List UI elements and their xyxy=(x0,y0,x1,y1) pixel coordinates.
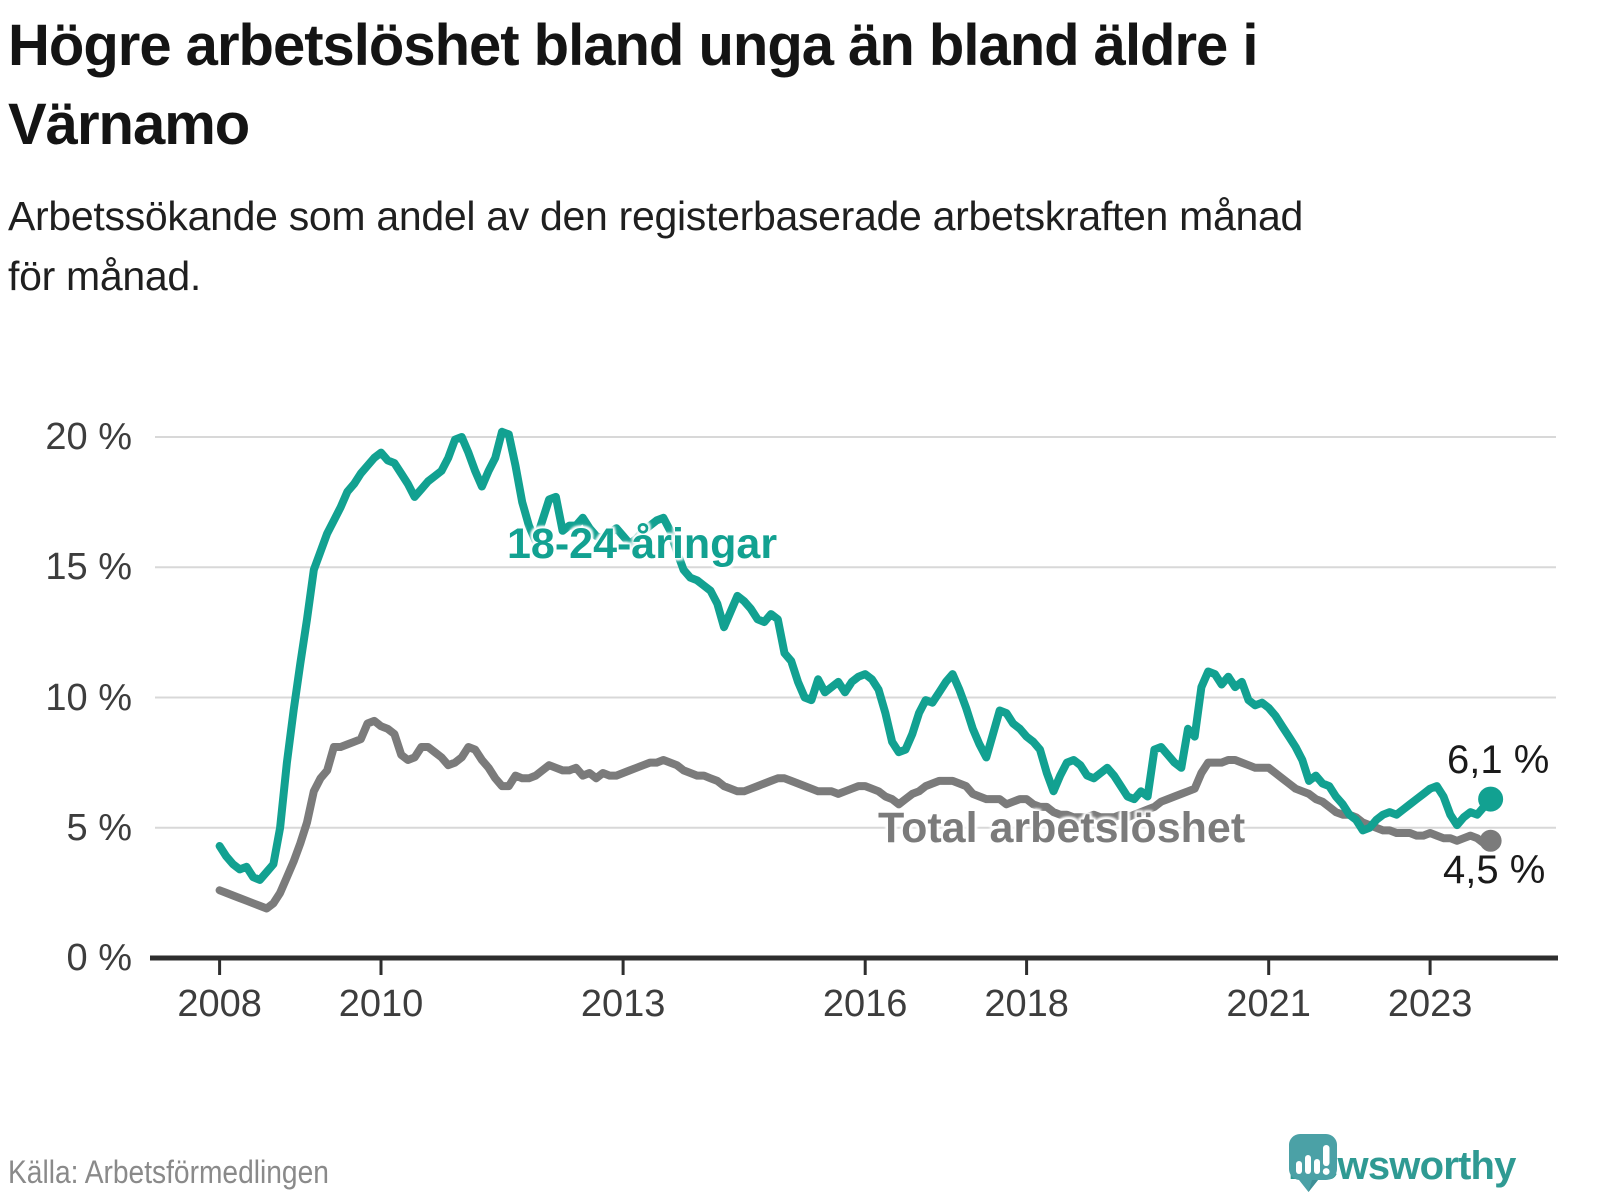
youth-line-end-dot xyxy=(1478,786,1504,812)
gridlines xyxy=(155,436,1556,829)
x-tick-label-2018: 2018 xyxy=(984,983,1069,1025)
x-tick-label-2016: 2016 xyxy=(822,983,908,1025)
x-tick-label-2010: 2010 xyxy=(338,983,424,1025)
total-line-end-dot xyxy=(1479,829,1502,852)
newsworthy-logo[interactable]: Newsworthy xyxy=(1288,1134,1516,1198)
page-subtitle-line1: Arbetssökande som andel av den registerb… xyxy=(8,193,1303,239)
y-tick-label-5: 5 % xyxy=(66,806,132,849)
x-tick-label-2013: 2013 xyxy=(580,983,666,1025)
end-value-label-total: 4,5 % xyxy=(1443,848,1546,892)
y-tick-label-20: 20 % xyxy=(45,416,132,458)
newsworthy-speech-bubble-chart-icon xyxy=(1288,1134,1337,1192)
source-note: Källa: Arbetsförmedlingen xyxy=(8,1154,329,1190)
page-subtitle: Arbetssökande som andel av den registerb… xyxy=(8,186,1588,306)
x-tick-label-2021: 2021 xyxy=(1226,983,1311,1025)
page-title: Högre arbetslöshet bland unga än bland ä… xyxy=(8,6,1588,164)
page-title-line1: Högre arbetslöshet bland unga än bland ä… xyxy=(8,13,1259,78)
total-unemployment-line xyxy=(215,716,1495,913)
y-tick-label-0: 0 % xyxy=(66,937,132,979)
series-label-youth: 18-24-åringar xyxy=(507,520,778,568)
page-title-line2: Värnamo xyxy=(8,92,250,157)
youth-unemployment-line xyxy=(215,427,1495,884)
y-tick-label-15: 15 % xyxy=(45,546,132,589)
x-axis xyxy=(150,955,1558,975)
x-tick-label-2008: 2008 xyxy=(177,983,262,1025)
y-tick-label-10: 10 % xyxy=(45,676,132,719)
series-label-total: Total arbetslöshet xyxy=(878,804,1246,852)
end-value-label-youth: 6,1 % xyxy=(1447,738,1550,782)
x-tick-label-2023: 2023 xyxy=(1387,983,1473,1025)
page-subtitle-line2: för månad. xyxy=(8,253,201,299)
